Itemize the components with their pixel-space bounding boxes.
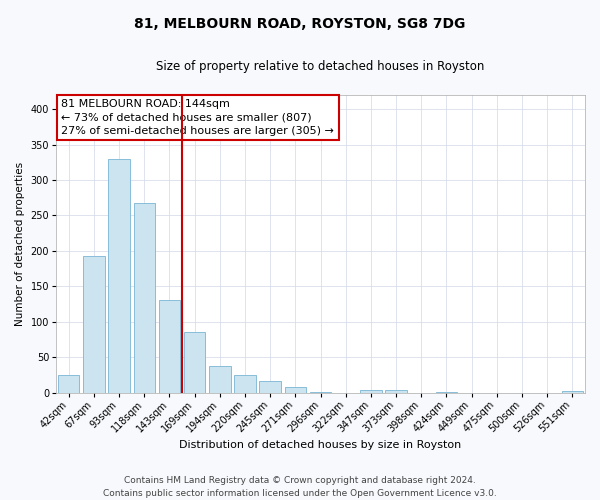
Bar	[109, 160, 130, 392]
Bar	[134, 204, 155, 392]
Bar	[259, 380, 281, 392]
Bar	[360, 390, 382, 392]
Bar	[209, 366, 230, 392]
Bar	[159, 300, 180, 392]
Text: 81 MELBOURN ROAD: 144sqm
← 73% of detached houses are smaller (807)
27% of semi-: 81 MELBOURN ROAD: 144sqm ← 73% of detach…	[61, 100, 334, 136]
Bar	[184, 332, 205, 392]
Bar	[385, 390, 407, 392]
Bar	[235, 375, 256, 392]
Y-axis label: Number of detached properties: Number of detached properties	[15, 162, 25, 326]
Bar	[284, 387, 306, 392]
Bar	[58, 375, 79, 392]
X-axis label: Distribution of detached houses by size in Royston: Distribution of detached houses by size …	[179, 440, 461, 450]
Bar	[562, 391, 583, 392]
Title: Size of property relative to detached houses in Royston: Size of property relative to detached ho…	[157, 60, 485, 73]
Bar	[83, 256, 104, 392]
Text: Contains HM Land Registry data © Crown copyright and database right 2024.
Contai: Contains HM Land Registry data © Crown c…	[103, 476, 497, 498]
Text: 81, MELBOURN ROAD, ROYSTON, SG8 7DG: 81, MELBOURN ROAD, ROYSTON, SG8 7DG	[134, 18, 466, 32]
